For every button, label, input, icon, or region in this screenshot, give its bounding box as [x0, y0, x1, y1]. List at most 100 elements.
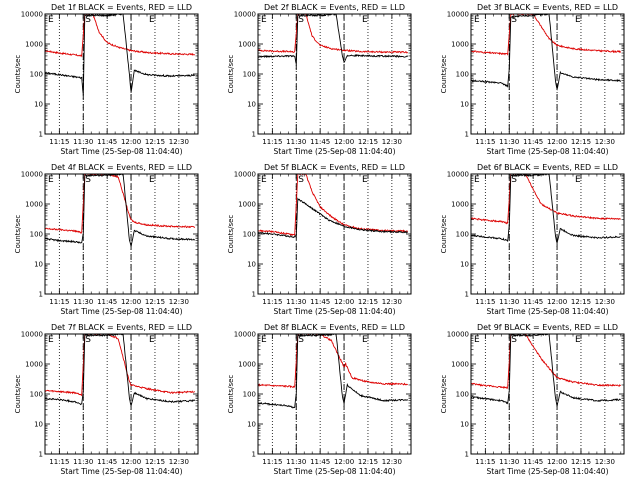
y-tick-label: 1: [39, 291, 43, 299]
x-tick-label: 11:15: [475, 138, 495, 146]
y-tick-label: 1: [252, 451, 256, 459]
y-tick-label: 1000: [451, 201, 469, 209]
x-tick-label: 12:15: [358, 138, 378, 146]
y-tick-label: 100: [456, 231, 469, 239]
segment-flag-label: S: [85, 15, 91, 25]
panel-det-3f: Det 3f BLACK = Events, RED = LLD Counts/s…: [440, 3, 625, 156]
x-tick-label: 12:00: [334, 138, 354, 146]
x-tick-label: 11:45: [310, 458, 330, 466]
lld-series-line: [45, 174, 196, 234]
x-tick-label: 12:15: [145, 138, 165, 146]
y-tick-label: 100: [243, 231, 256, 239]
lld-series-line: [258, 334, 408, 389]
y-tick-label: 10000: [447, 171, 469, 179]
x-tick-label: 11:15: [49, 298, 69, 306]
x-tick-label: 12:15: [571, 138, 591, 146]
x-tick-label: 11:45: [97, 138, 117, 146]
y-tick-label: 100: [243, 71, 256, 79]
y-tick-label: 1000: [238, 361, 256, 369]
segment-flag-label: S: [85, 175, 91, 185]
x-tick-label: 11:30: [73, 458, 93, 466]
events-series-line: [471, 174, 622, 245]
panel-title: Det 9f BLACK = Events, RED = LLD: [477, 323, 618, 332]
x-tick-label: 12:00: [121, 458, 141, 466]
y-tick-label: 1: [252, 131, 256, 139]
x-tick-label: 12:30: [169, 138, 189, 146]
y-tick-label: 10: [247, 261, 256, 269]
y-axis-label: Counts/sec: [227, 215, 235, 254]
x-tick-label: 11:15: [49, 458, 69, 466]
y-tick-label: 10: [34, 101, 43, 109]
segment-flag-label: E: [575, 335, 581, 345]
lld-series-line: [258, 14, 409, 54]
panel-title: Det 3f BLACK = Events, RED = LLD: [477, 3, 618, 12]
y-tick-label: 10: [34, 261, 43, 269]
y-tick-label: 1: [39, 131, 43, 139]
segment-flag-label: S: [298, 335, 304, 345]
segment-flag-label: S: [511, 15, 517, 25]
x-tick-label: 11:45: [523, 138, 543, 146]
x-axis-label: Start Time (25-Sep-08 11:04:40): [274, 467, 396, 476]
plot-frame: [470, 333, 625, 455]
x-tick-label: 11:15: [262, 458, 282, 466]
x-axis-label: Start Time (25-Sep-08 11:04:40): [61, 307, 183, 316]
plot-frame: [44, 13, 199, 135]
x-tick-label: 12:00: [121, 298, 141, 306]
y-tick-label: 10000: [234, 11, 256, 19]
x-axis-label: Start Time (25-Sep-08 11:04:40): [274, 307, 396, 316]
segment-flag-label: S: [511, 175, 517, 185]
x-tick-label: 12:30: [595, 458, 615, 466]
x-tick-label: 11:15: [475, 298, 495, 306]
panel-title: Det 1f BLACK = Events, RED = LLD: [51, 3, 192, 12]
y-tick-label: 1000: [238, 201, 256, 209]
segment-flag-label: E: [575, 15, 581, 25]
segment-flag-label: S: [298, 15, 304, 25]
y-tick-label: 1: [39, 451, 43, 459]
x-axis-label: Start Time (25-Sep-08 11:04:40): [487, 467, 609, 476]
segment-flag-label: S: [511, 335, 517, 345]
x-tick-label: 12:00: [547, 458, 567, 466]
y-tick-label: 1: [465, 451, 469, 459]
x-tick-label: 11:45: [523, 298, 543, 306]
y-axis-label: Counts/sec: [440, 375, 448, 414]
panel-title: Det 8f BLACK = Events, RED = LLD: [264, 323, 405, 332]
lld-series-line: [258, 174, 408, 237]
plot-frame: [470, 173, 625, 295]
plot-frame: [44, 173, 199, 295]
x-tick-label: 11:30: [499, 458, 519, 466]
segment-flag-label: E: [48, 175, 54, 185]
x-tick-label: 12:15: [145, 458, 165, 466]
x-tick-label: 11:30: [73, 138, 93, 146]
y-tick-label: 10000: [234, 171, 256, 179]
panel-title: Det 2f BLACK = Events, RED = LLD: [264, 3, 405, 12]
lld-series-line: [471, 334, 621, 390]
events-series-line: [258, 334, 409, 409]
panel-det-8f: Det 8f BLACK = Events, RED = LLD Counts/s…: [227, 323, 412, 476]
segment-flag-label: E: [362, 15, 368, 25]
y-tick-label: 1000: [25, 41, 43, 49]
y-tick-label: 10000: [447, 331, 469, 339]
x-axis-label: Start Time (25-Sep-08 11:04:40): [61, 467, 183, 476]
y-tick-label: 10: [247, 101, 256, 109]
segment-flag-label: E: [474, 15, 480, 25]
y-tick-label: 1000: [451, 41, 469, 49]
y-axis-label: Counts/sec: [227, 375, 235, 414]
panel-title: Det 5f BLACK = Events, RED = LLD: [264, 163, 405, 172]
y-tick-label: 10: [247, 421, 256, 429]
segment-flag-label: E: [48, 15, 54, 25]
x-tick-label: 11:30: [286, 298, 306, 306]
y-tick-label: 10: [460, 101, 469, 109]
y-axis-label: Counts/sec: [440, 55, 448, 94]
x-tick-label: 11:30: [499, 298, 519, 306]
x-tick-label: 12:30: [595, 138, 615, 146]
panel-det-6f: Det 6f BLACK = Events, RED = LLD Counts/s…: [440, 163, 625, 316]
panel-det-2f: Det 2f BLACK = Events, RED = LLD Counts/s…: [227, 3, 412, 156]
y-tick-label: 10: [34, 421, 43, 429]
x-tick-label: 11:30: [73, 298, 93, 306]
x-tick-label: 11:45: [523, 458, 543, 466]
x-tick-label: 12:30: [169, 458, 189, 466]
y-axis-label: Counts/sec: [14, 55, 22, 94]
segment-flag-label: E: [149, 335, 155, 345]
x-tick-label: 12:15: [145, 298, 165, 306]
y-axis-label: Counts/sec: [440, 215, 448, 254]
